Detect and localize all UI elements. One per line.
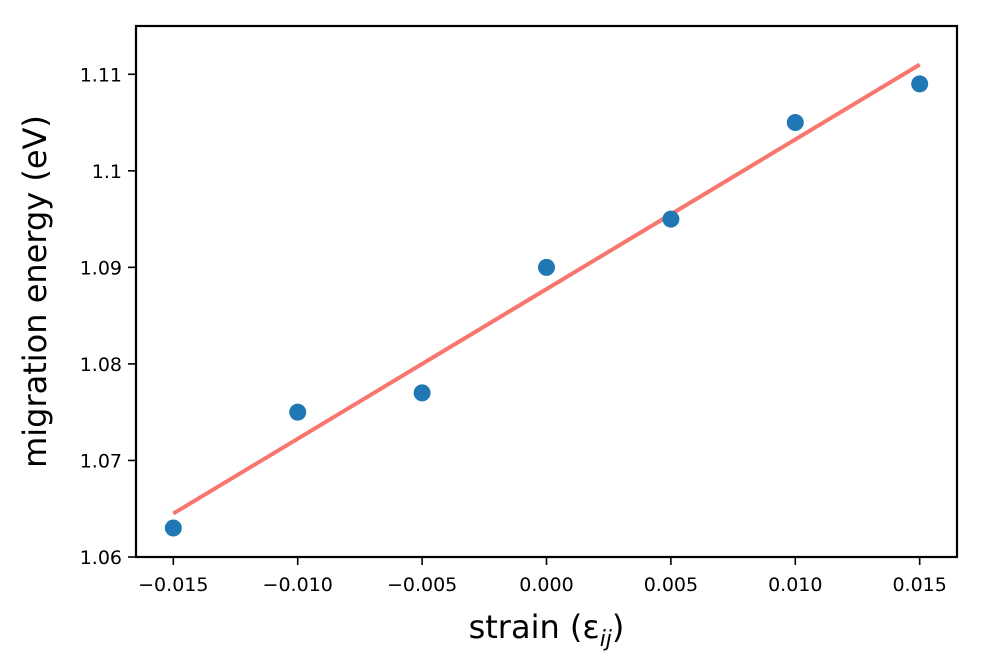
x-axis: −0.015 −0.010 −0.005 0.000 0.005 0.010 0.015 — [138, 557, 947, 596]
data-point — [413, 384, 431, 402]
y-tick-label: 1.08 — [80, 354, 122, 376]
y-axis: 1.06 1.07 1.08 1.09 1.1 1.11 — [80, 64, 136, 569]
x-tick-label: −0.015 — [138, 574, 208, 596]
data-point — [662, 210, 680, 228]
x-axis-label-main: strain (ε — [469, 608, 600, 646]
x-axis-label: strain (εij) — [469, 608, 625, 652]
x-tick-label: 0.010 — [768, 574, 822, 596]
fit-line — [172, 62, 921, 516]
x-tick-label: 0.000 — [519, 574, 573, 596]
x-axis-label-close: ) — [612, 608, 624, 646]
plot-frame — [134, 24, 959, 559]
y-tick-label: 1.11 — [80, 64, 122, 86]
y-tick-label: 1.06 — [80, 547, 122, 569]
y-axis-label: migration energy (eV) — [16, 115, 54, 468]
data-point — [289, 403, 307, 421]
data-point — [911, 75, 929, 93]
x-tick-label: −0.010 — [263, 574, 333, 596]
data-point — [538, 258, 555, 276]
x-tick-label: 0.015 — [892, 574, 946, 596]
y-tick-label: 1.1 — [92, 161, 122, 183]
y-tick-label: 1.07 — [80, 450, 122, 472]
plot-marks — [164, 62, 929, 537]
data-point — [786, 114, 804, 132]
x-axis-label-subscript: ij — [600, 627, 613, 652]
x-tick-label: 0.005 — [644, 574, 698, 596]
data-point — [164, 519, 182, 537]
y-tick-label: 1.09 — [80, 257, 122, 279]
x-tick-label: −0.005 — [387, 574, 457, 596]
